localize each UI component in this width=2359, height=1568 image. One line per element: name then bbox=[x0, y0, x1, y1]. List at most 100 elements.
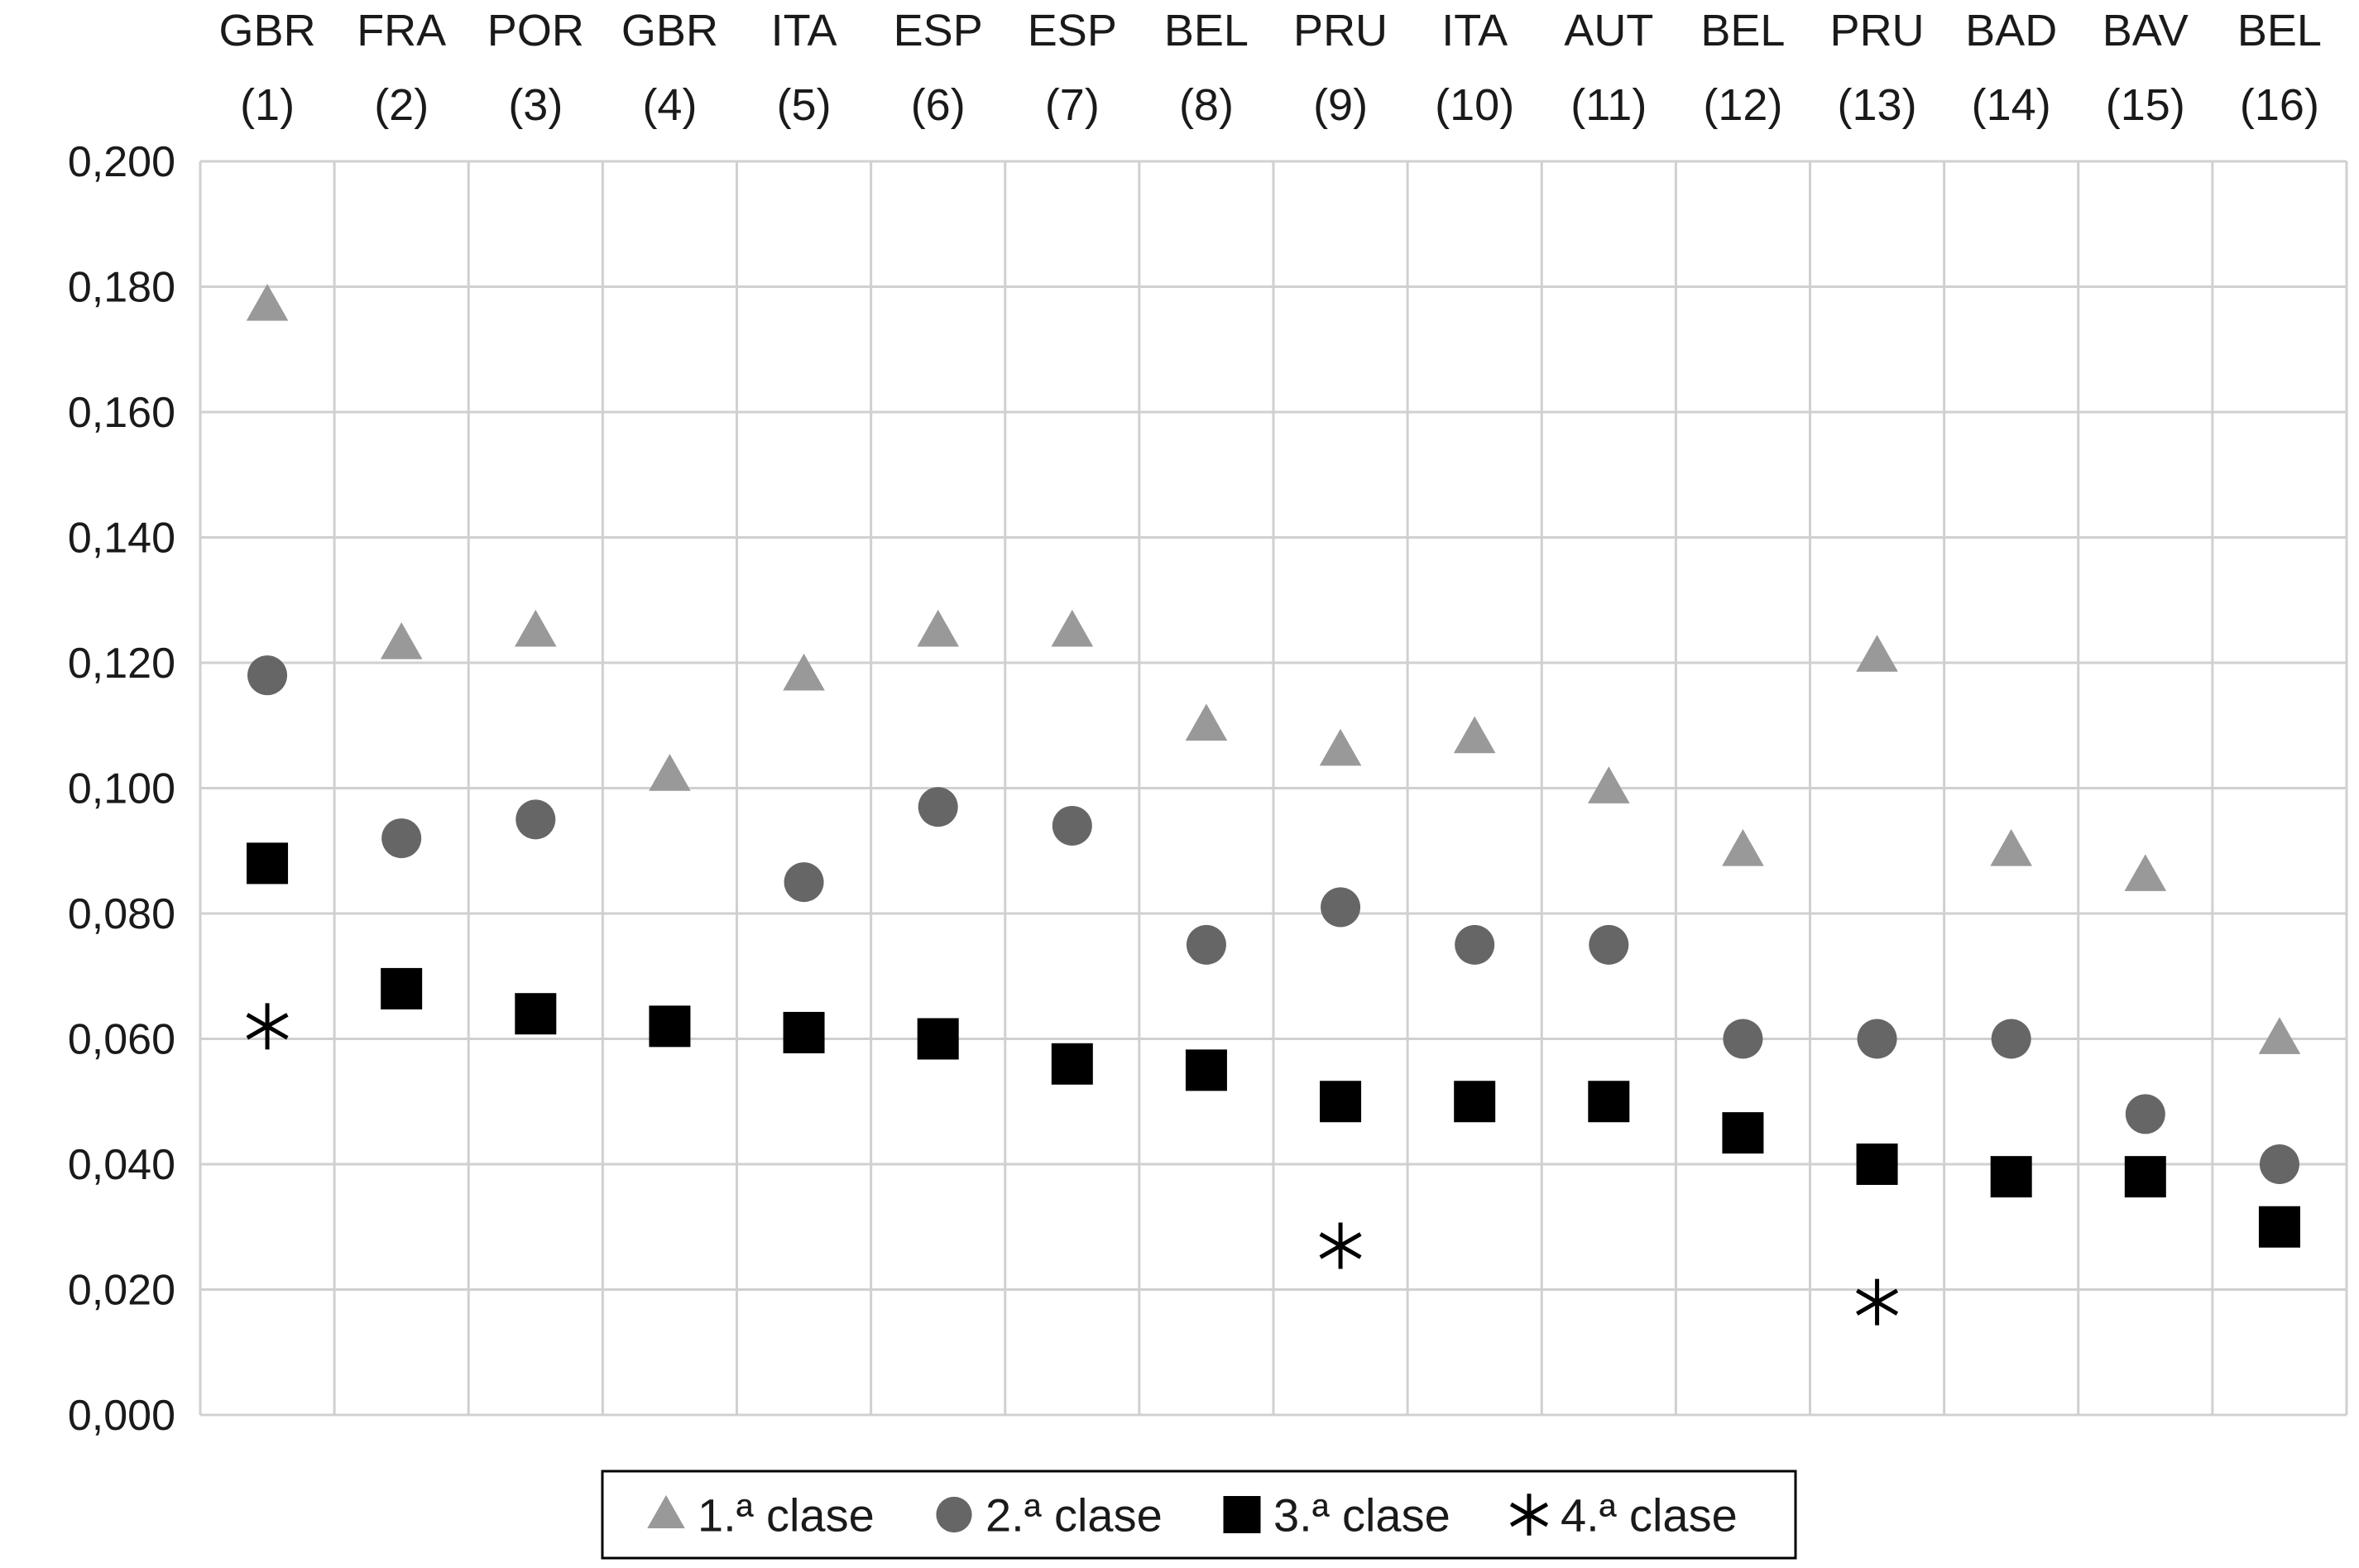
category-code-label: ESP bbox=[1028, 6, 1117, 55]
x-axis-categories: GBR (1) FRA (2) POR (3) GBR (4) ITA (5) ESP (6) ESP (… bbox=[219, 6, 2322, 130]
category-number-label: (7) bbox=[1045, 80, 1100, 130]
point-circle bbox=[784, 862, 824, 903]
point-triangle bbox=[1990, 829, 2032, 866]
point-asterisk bbox=[246, 1003, 289, 1050]
category-number-label: (15) bbox=[2106, 80, 2185, 130]
category-number-label: (2) bbox=[374, 80, 429, 130]
point-circle bbox=[1455, 924, 1495, 965]
category-code-label: BEL bbox=[1164, 6, 1249, 55]
category-number-label: (9) bbox=[1313, 80, 1368, 130]
point-triangle bbox=[649, 754, 691, 791]
point-circle bbox=[381, 818, 422, 859]
point-circle bbox=[1052, 805, 1092, 846]
category-code-label: GBR bbox=[621, 6, 718, 55]
point-square bbox=[1320, 1081, 1362, 1123]
category-number-label: (13) bbox=[1838, 80, 1917, 130]
point-triangle bbox=[515, 609, 557, 647]
point-triangle bbox=[917, 609, 959, 647]
data-points bbox=[246, 284, 2301, 1326]
y-axis-ticks: 0,000 0,020 0,040 0,060 0,080 0,100 0,120 0,140… bbox=[68, 138, 175, 1440]
y-tick-label: 0,200 bbox=[68, 138, 175, 186]
category-code-label: BEL bbox=[2237, 6, 2322, 55]
point-triangle bbox=[1453, 716, 1496, 754]
category-code-label: FRA bbox=[357, 6, 446, 55]
point-triangle bbox=[1856, 635, 1898, 672]
legend: 1.ª clase 2.ª clase 3.ª clase 4.ª clase bbox=[601, 1470, 1797, 1560]
legend-label: 1.ª clase bbox=[698, 1489, 875, 1542]
legend-marker-square bbox=[1223, 1496, 1261, 1533]
category-code-label: PRU bbox=[1830, 6, 1925, 55]
point-square bbox=[381, 967, 423, 1009]
y-tick-label: 0,020 bbox=[68, 1267, 175, 1315]
legend-label: 3.ª clase bbox=[1273, 1489, 1450, 1542]
point-triangle bbox=[380, 622, 423, 659]
category-number-label: (14) bbox=[1972, 80, 2051, 130]
point-circle bbox=[1589, 924, 1629, 965]
category-number-label: (6) bbox=[911, 80, 966, 130]
category-code-label: POR bbox=[487, 6, 584, 55]
y-tick-label: 0,180 bbox=[68, 264, 175, 312]
point-square bbox=[917, 1018, 959, 1060]
point-triangle bbox=[783, 653, 825, 691]
point-triangle bbox=[2124, 854, 2167, 891]
category-number-label: (1) bbox=[240, 80, 295, 130]
legend-label: 4.ª clase bbox=[1561, 1489, 1738, 1542]
y-tick-label: 0,100 bbox=[68, 765, 175, 813]
point-circle bbox=[247, 655, 288, 696]
point-square bbox=[1051, 1043, 1093, 1085]
legend-marker-circle bbox=[936, 1496, 972, 1533]
category-code-label: BAV bbox=[2102, 6, 2189, 55]
point-triangle bbox=[2258, 1017, 2301, 1054]
legend-marker-triangle bbox=[647, 1494, 685, 1529]
category-code-label: GBR bbox=[219, 6, 316, 55]
category-number-label: (3) bbox=[508, 80, 563, 130]
point-circle bbox=[1857, 1019, 1897, 1059]
grid bbox=[199, 160, 2348, 1417]
y-tick-label: 0,040 bbox=[68, 1141, 175, 1189]
category-number-label: (16) bbox=[2240, 80, 2319, 130]
point-triangle bbox=[1185, 703, 1228, 741]
legend-box bbox=[601, 1470, 1797, 1560]
point-circle bbox=[515, 799, 556, 840]
category-number-label: (11) bbox=[1570, 80, 1647, 130]
point-triangle bbox=[1722, 829, 1764, 866]
point-square bbox=[1185, 1049, 1227, 1091]
category-number-label: (4) bbox=[642, 80, 697, 130]
point-triangle bbox=[246, 284, 289, 321]
category-number-label: (8) bbox=[1179, 80, 1234, 130]
legend-label: 2.ª clase bbox=[985, 1489, 1163, 1542]
y-tick-label: 0,120 bbox=[68, 640, 175, 688]
category-number-label: (10) bbox=[1435, 80, 1514, 130]
category-code-label: ITA bbox=[771, 6, 837, 55]
category-code-label: PRU bbox=[1293, 6, 1388, 55]
point-square bbox=[649, 1005, 691, 1048]
category-code-label: BAD bbox=[1965, 6, 2057, 55]
point-triangle bbox=[1051, 609, 1094, 647]
point-circle bbox=[918, 787, 958, 827]
point-square bbox=[1588, 1081, 1630, 1123]
y-tick-label: 0,000 bbox=[68, 1392, 175, 1440]
category-code-label: BEL bbox=[1700, 6, 1785, 55]
point-circle bbox=[2259, 1144, 2299, 1184]
category-code-label: ITA bbox=[1441, 6, 1508, 55]
category-number-label: (5) bbox=[777, 80, 832, 130]
y-tick-label: 0,060 bbox=[68, 1016, 175, 1064]
point-square bbox=[1990, 1156, 2032, 1198]
category-number-label: (12) bbox=[1703, 80, 1782, 130]
point-square bbox=[2124, 1156, 2166, 1198]
point-square bbox=[1856, 1144, 1898, 1185]
y-tick-label: 0,080 bbox=[68, 890, 175, 938]
y-tick-label: 0,160 bbox=[68, 389, 175, 437]
legend-marker-asterisk bbox=[1509, 1494, 1549, 1536]
point-circle bbox=[1991, 1019, 2031, 1059]
point-triangle bbox=[1588, 766, 1630, 803]
point-circle bbox=[1186, 924, 1226, 965]
point-circle bbox=[1723, 1019, 1763, 1059]
y-tick-label: 0,140 bbox=[68, 515, 175, 563]
point-triangle bbox=[1319, 728, 1362, 766]
point-asterisk bbox=[1856, 1278, 1899, 1326]
point-square bbox=[1454, 1081, 1496, 1123]
point-square bbox=[515, 993, 557, 1035]
